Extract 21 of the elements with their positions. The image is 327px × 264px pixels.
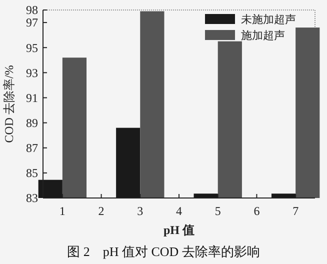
x-tick-label: 5 xyxy=(214,204,221,218)
y-tick-label: 97 xyxy=(26,16,38,30)
y-tick-label: 95 xyxy=(26,40,38,55)
x-tick-label: 1 xyxy=(59,204,66,218)
y-tick-label: 89 xyxy=(26,116,38,130)
y-axis-title: COD 去除率/% xyxy=(2,65,16,143)
y-tick-label: 87 xyxy=(26,141,38,156)
x-tick-label: 4 xyxy=(176,204,182,218)
legend-label: 施加超声 xyxy=(241,29,285,42)
x-tick-label: 6 xyxy=(254,204,260,218)
x-tick-label: 7 xyxy=(292,204,299,218)
caption: 图 2 pH 值对 COD 去除率的影响 xyxy=(67,244,260,259)
x-tick-label: 3 xyxy=(137,204,144,218)
y-tick-label: 85 xyxy=(26,166,38,180)
x-axis-title: pH 值 xyxy=(163,223,195,237)
legend-label: 未施加超声 xyxy=(241,13,296,26)
y-tick-label: 98 xyxy=(26,3,38,18)
y-tick-label: 93 xyxy=(26,66,38,80)
y-tick-label: 83 xyxy=(26,191,38,206)
y-tick-label: 91 xyxy=(26,90,38,105)
x-tick-label: 2 xyxy=(98,204,104,218)
